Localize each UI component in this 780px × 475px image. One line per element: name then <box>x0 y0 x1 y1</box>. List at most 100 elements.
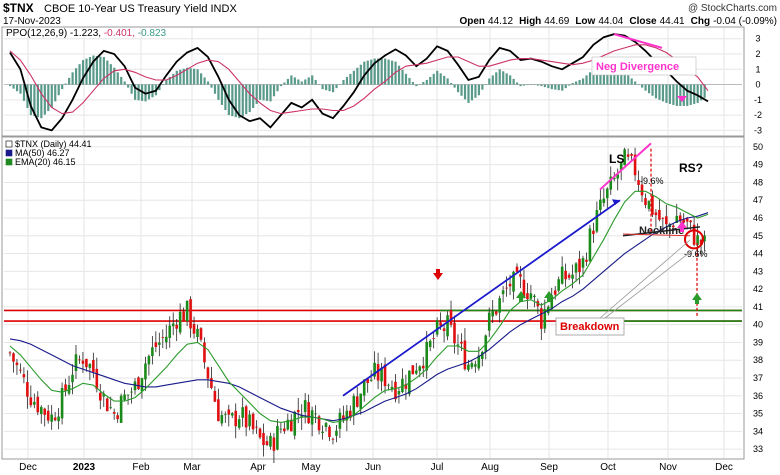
candle-body <box>262 432 265 446</box>
ppo-hist-bar <box>540 84 543 87</box>
neckline-red-line <box>622 233 691 237</box>
ppo-hist-bar <box>488 78 491 85</box>
ppo-hist-bar <box>581 78 585 85</box>
candle-body <box>599 199 602 210</box>
candle-body <box>33 401 36 405</box>
ppo-hist-bar <box>661 84 665 102</box>
ppo-hist-bar <box>95 56 99 85</box>
ppo-hist-bar <box>634 81 637 85</box>
ppo-hist-bar <box>484 84 487 85</box>
candle-body <box>585 259 588 262</box>
candle-body <box>116 415 119 420</box>
ppo-hist-bar <box>165 79 168 85</box>
price-candles <box>8 147 706 463</box>
ppo-hist-bar <box>543 84 546 88</box>
candle-body <box>289 419 293 432</box>
price-panel: 50 49 48 47 46 45 44 43 42 41 40 39 38 37 36 35 34 33 $TN… <box>1 136 763 463</box>
candle-body <box>119 395 123 423</box>
price-y-tick: 48 <box>753 177 763 187</box>
candle-body <box>331 438 335 440</box>
candle-body <box>553 290 557 295</box>
ppo-divergence-arrow <box>677 90 687 102</box>
ppo-hist-bar <box>43 84 46 115</box>
ppo-hist-bar <box>463 84 467 100</box>
breakdown-label: Breakdown <box>560 321 620 333</box>
candle-body <box>602 198 606 204</box>
candle-body <box>557 279 560 291</box>
candle-body <box>494 311 498 315</box>
symbol-label: $TNX <box>3 1 34 15</box>
candle-body <box>244 406 248 428</box>
ppo-hist-bar <box>158 84 161 91</box>
legend-swatch <box>5 158 13 166</box>
ppo-hist-bar <box>71 72 74 85</box>
candle-body <box>140 378 144 392</box>
candle-body <box>637 180 640 185</box>
ppo-hist-bar <box>318 84 321 86</box>
ppo-hist-bar <box>342 79 345 85</box>
ppo-hist-bar <box>106 60 109 85</box>
ppo-hist-bar <box>193 68 196 85</box>
candle-body <box>512 271 515 292</box>
ppo-hist-bar <box>568 84 571 86</box>
candle-body <box>342 415 345 420</box>
candle-body <box>251 413 255 430</box>
ppo-hist-bar <box>54 84 57 102</box>
ppo-hist-bar <box>279 84 283 87</box>
candle-body <box>623 149 626 166</box>
ppo-hist-bar <box>411 82 415 85</box>
candle-body <box>387 384 390 386</box>
ppo-hist-bar <box>325 84 328 91</box>
candle-body <box>81 360 85 364</box>
candle-body <box>220 415 224 424</box>
x-tick-label: Oct <box>600 462 616 473</box>
ppo-hist-bar <box>550 84 553 90</box>
candle-body <box>519 274 522 277</box>
candle-body <box>15 362 19 366</box>
resistance-arrow <box>433 269 443 280</box>
ppo-hist-bar <box>130 84 133 94</box>
x-tick-label: Nov <box>659 462 677 473</box>
candle-body <box>126 394 130 396</box>
ohlc-value: 44.04 <box>598 16 623 27</box>
candle-body <box>571 274 574 279</box>
candle-body <box>168 325 172 338</box>
candle-body <box>161 337 165 339</box>
candle-body <box>540 308 543 329</box>
candle-body <box>526 293 529 300</box>
ppo-hist-bar <box>363 61 366 85</box>
candle-body <box>560 266 564 284</box>
price-y-axis: 50 49 48 47 46 45 44 43 42 41 40 39 38 37 36 35 34 33 <box>753 142 763 454</box>
candle-body <box>498 298 501 313</box>
candle-body <box>234 410 238 427</box>
breakdown-leader-2 <box>604 249 694 319</box>
candle-body <box>192 324 196 334</box>
ppo-hist-bar <box>217 84 220 100</box>
annotations: Neg Divergence Neckline LS RS? -9.6% -9.6% Bre… <box>342 33 708 397</box>
ppo-hist-bar <box>467 84 470 103</box>
ppo-hist-bar <box>68 77 71 85</box>
ppo-hist-bar <box>134 84 137 100</box>
candle-body <box>189 299 192 329</box>
candle-body <box>224 414 227 416</box>
ohlc-label: Low <box>575 16 595 27</box>
candle-body <box>609 176 613 190</box>
candle-body <box>98 392 102 401</box>
ppo-hist-bar <box>380 58 383 85</box>
ppo-hist-bar <box>265 84 269 101</box>
candle-body <box>19 369 22 371</box>
ppo-hist-bar <box>675 84 678 106</box>
ppo-hist-bar <box>394 61 397 85</box>
candle-body <box>217 399 220 422</box>
x-tick-label: Aug <box>481 462 499 473</box>
candle-body <box>227 409 231 415</box>
candle-body <box>92 360 95 372</box>
ppo-hist-bar <box>210 84 213 88</box>
candle-body <box>29 397 33 406</box>
ppo-hist-bar <box>255 84 258 104</box>
rs-arrow <box>677 221 687 232</box>
price-y-tick: 34 <box>753 426 763 436</box>
candle-body <box>345 410 349 421</box>
candle-body <box>428 340 432 348</box>
candle-body <box>283 428 286 432</box>
